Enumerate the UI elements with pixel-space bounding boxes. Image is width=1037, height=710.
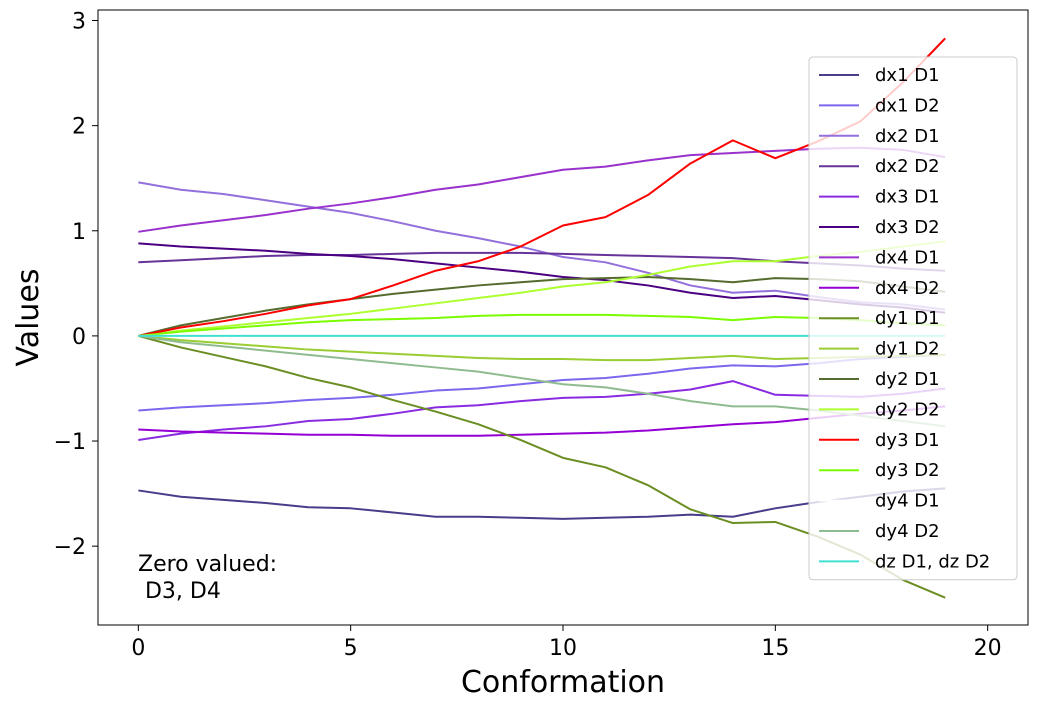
x-tick-label: 15 [761, 636, 789, 661]
y-tick-label: 0 [72, 325, 86, 350]
y-tick-label: −1 [54, 430, 86, 455]
y-axis-ticks: −2 −1 0 1 2 3 [54, 10, 98, 560]
y-tick-label: 2 [72, 115, 86, 140]
x-tick-label: 10 [549, 636, 577, 661]
x-tick-label: 20 [974, 636, 1002, 661]
legend-entry: dx4 D2 [875, 278, 940, 299]
y-tick-label: −2 [54, 535, 86, 560]
legend-entry: dx3 D1 [875, 187, 940, 208]
x-tick-label: 0 [131, 636, 145, 661]
legend-entry: dy3 D1 [875, 430, 940, 451]
legend-entry: dx4 D1 [875, 247, 940, 268]
legend-entry: dy3 D2 [875, 460, 940, 481]
legend-entry: dx2 D2 [875, 156, 940, 177]
legend-entry: dy1 D1 [875, 308, 940, 329]
legend-entry: dx1 D2 [875, 95, 940, 116]
legend-frame [808, 56, 1018, 581]
y-axis-label: Values [11, 268, 46, 366]
legend: dx1 D1 dx1 D2 dx2 D1 dx2 D2 dx3 D1 dx3 D2 dx4 … [808, 56, 1018, 581]
legend-entry: dx3 D2 [875, 217, 940, 238]
y-tick-label: 1 [72, 220, 86, 245]
legend-entry: dy2 D2 [875, 399, 940, 420]
x-axis-ticks: 0 5 10 15 20 [131, 625, 1002, 661]
legend-entry: dy1 D2 [875, 339, 940, 360]
x-tick-label: 5 [344, 636, 358, 661]
legend-entry: dx1 D1 [875, 65, 940, 86]
y-tick-label: 3 [72, 10, 86, 35]
legend-entry: dz D1, dz D2 [875, 551, 990, 572]
legend-entry: dy4 D2 [875, 521, 940, 542]
legend-entry: dy2 D1 [875, 369, 940, 390]
legend-entry: dx2 D1 [875, 126, 940, 147]
annotation-line: Zero valued: [138, 552, 277, 577]
x-axis-label: Conformation [461, 665, 665, 700]
annotation-line: D3, D4 [138, 579, 221, 604]
zero-valued-annotation: Zero valued: D3, D4 [138, 552, 277, 604]
legend-entry: dy4 D1 [875, 491, 940, 512]
